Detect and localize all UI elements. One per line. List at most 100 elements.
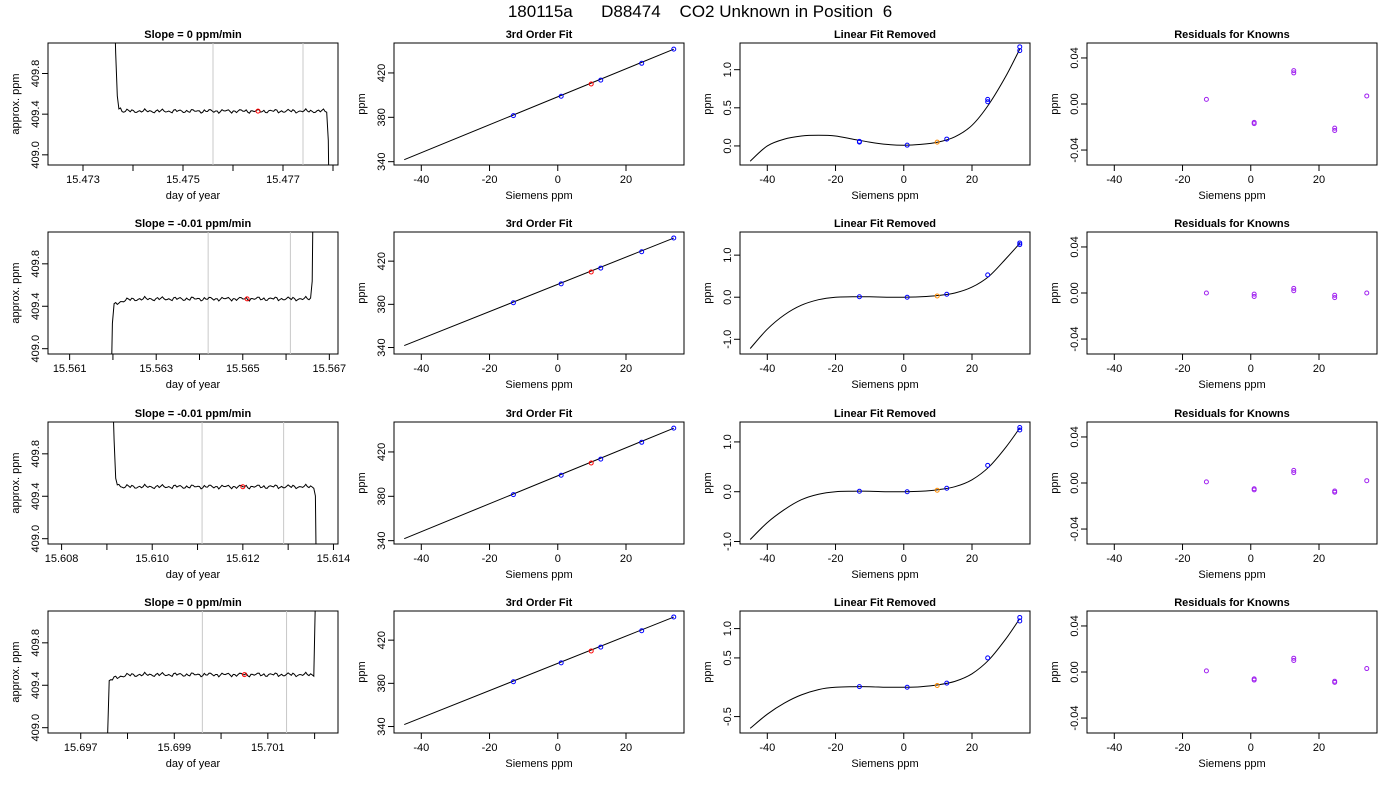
y-tick-label: 0.04 [1069, 426, 1081, 447]
known-standard-point [1017, 240, 1023, 246]
x-tick-label: 20 [620, 174, 632, 186]
known-standard-point [558, 93, 564, 99]
y-tick-label: -0.04 [1069, 326, 1081, 351]
residual-point [1251, 487, 1257, 493]
cubic-residual-curve [749, 243, 1021, 349]
y-tick-label: 1.0 [722, 434, 734, 449]
y-tick-label: 340 [376, 152, 388, 170]
y-tick-label: 409.4 [30, 671, 42, 699]
x-tick-label: 15.610 [135, 553, 169, 565]
ppm-trace-line [111, 232, 314, 354]
known-standard-point [671, 235, 677, 241]
panel-r2-c2: Linear Fit Removed -40 -20 0 20 -1.0 0.0 1.0 Sie… [702, 408, 1031, 581]
x-tick-label: 20 [620, 553, 632, 565]
plot-frame [47, 231, 339, 355]
y-tick-label: 0.00 [1069, 93, 1081, 114]
known-standard-point [1017, 44, 1023, 50]
residual-point [1364, 478, 1370, 484]
y-tick-label: 409.4 [30, 482, 42, 510]
x-tick-label: -20 [828, 742, 844, 754]
residual-point [1291, 657, 1297, 663]
residual-point [1291, 68, 1297, 74]
x-tick-label: 20 [966, 553, 978, 565]
panel-title: Linear Fit Removed [834, 218, 936, 230]
plot-frame [739, 421, 1031, 545]
residual-point [1251, 293, 1257, 299]
y-tick-label: 420 [376, 64, 388, 82]
y-axis-label: ppm [1049, 472, 1061, 493]
plot-area [749, 614, 1023, 729]
y-tick-label: 409.4 [30, 292, 42, 320]
known-standard-point [856, 294, 862, 300]
panel-r1-c2: Linear Fit Removed -40 -20 0 20 -1.0 0.0 1.0 Sie… [702, 218, 1031, 391]
x-tick-label: -40 [413, 174, 429, 186]
known-standard-point [904, 294, 910, 300]
known-standard-point [944, 136, 950, 142]
known-standard-point [510, 113, 516, 119]
x-tick-label: 15.614 [317, 553, 351, 565]
y-tick-label: 0.00 [1069, 282, 1081, 303]
y-tick-label: 380 [376, 674, 388, 692]
y-tick-label: 0.5 [722, 650, 734, 665]
y-tick-label: -0.04 [1069, 705, 1081, 730]
panel-r3-c3: Residuals for Knowns -40 -20 0 20 -0.04 0.00 0.… [1049, 597, 1378, 770]
y-tick-label: 0.00 [1069, 661, 1081, 682]
known-standard-point [598, 456, 604, 462]
cubic-residual-curve [749, 48, 1021, 162]
x-tick-label: 20 [1313, 363, 1325, 375]
known-standard-point [639, 628, 645, 634]
residual-point [1291, 70, 1297, 76]
known-standard-point [1017, 424, 1023, 430]
plot-area [404, 235, 677, 347]
y-tick-label: -1.0 [722, 330, 734, 349]
plot-area [404, 46, 677, 161]
x-axis-label: Siemens ppm [1198, 190, 1265, 202]
residual-point [1364, 666, 1370, 672]
x-axis-label: Siemens ppm [505, 379, 572, 391]
x-axis-label: Siemens ppm [1198, 379, 1265, 391]
unknown-sample-point [934, 139, 940, 145]
known-standard-point [904, 142, 910, 148]
x-tick-label: -40 [413, 553, 429, 565]
plot-frame [47, 610, 339, 734]
plot-frame [739, 42, 1031, 166]
panel-title: Residuals for Knowns [1174, 597, 1290, 609]
residual-point [1332, 489, 1338, 495]
ppm-trace-line [107, 611, 316, 733]
x-tick-label: -20 [828, 174, 844, 186]
known-standard-point [671, 425, 677, 431]
y-tick-label: 409.4 [30, 100, 42, 128]
x-axis-label: day of year [166, 569, 221, 581]
residual-point [1332, 292, 1338, 298]
figure-title: 180115a D88474 CO2 Unknown in Position 6 [507, 2, 893, 21]
y-tick-label: 380 [376, 108, 388, 126]
x-tick-label: -40 [1106, 553, 1122, 565]
known-standard-point [598, 265, 604, 271]
panel-title: Slope = -0.01 ppm/min [135, 218, 252, 230]
plot-frame [739, 610, 1031, 734]
y-tick-label: 0.0 [722, 484, 734, 499]
plot-area [114, 43, 330, 165]
x-tick-label: -40 [1106, 174, 1122, 186]
y-tick-label: 340 [376, 717, 388, 735]
x-axis-label: Siemens ppm [505, 569, 572, 581]
known-standard-point [985, 655, 991, 661]
y-tick-label: 409.8 [30, 60, 42, 88]
x-tick-label: 15.561 [53, 363, 87, 375]
ppm-trace-line [113, 422, 317, 544]
unknown-sample-point [934, 293, 940, 299]
x-tick-label: 20 [1313, 742, 1325, 754]
residual-point [1203, 479, 1209, 485]
panel-r2-c1: 3rd Order Fit -40 -20 0 20 340 380 420 Siemens p… [356, 408, 685, 581]
x-axis-label: Siemens ppm [851, 190, 918, 202]
known-standard-point [558, 660, 564, 666]
known-standard-point [510, 300, 516, 306]
y-tick-label: 1.0 [722, 621, 734, 636]
panel-title: 3rd Order Fit [506, 29, 573, 41]
panel-r1-c1: 3rd Order Fit -40 -20 0 20 340 380 420 Siemens p… [356, 218, 685, 391]
x-tick-label: 0 [1248, 363, 1254, 375]
known-standard-point [510, 492, 516, 498]
known-standard-point [639, 249, 645, 255]
